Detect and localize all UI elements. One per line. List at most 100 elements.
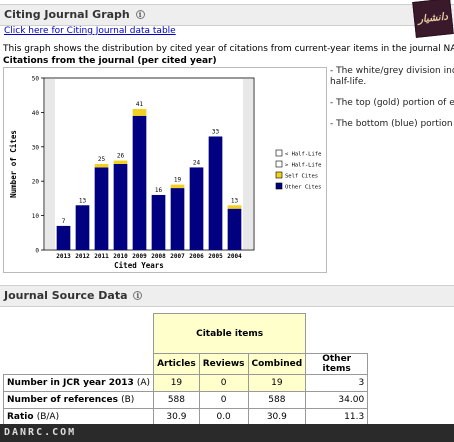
x-tick-label: 2013 <box>56 253 71 260</box>
cell: 0 <box>198 374 249 392</box>
legend-swatch <box>275 160 283 168</box>
bar-other-cites <box>151 194 166 250</box>
side-note-3: - The bottom (blue) portion of <box>330 119 454 129</box>
cell: 19 <box>247 374 307 392</box>
bar-value-label: 41 <box>136 101 144 108</box>
row-label: Number in JCR year 2013 (A) <box>2 374 155 392</box>
y-tick-label: 20 <box>32 179 40 186</box>
bar-value-label: 26 <box>117 153 125 160</box>
x-tick-label: 2004 <box>227 253 242 260</box>
legend-label: < Half-Life <box>285 152 321 158</box>
legend-swatch <box>275 149 283 157</box>
table-row: Number of references (B) 588 0 588 34.00 <box>2 391 369 409</box>
legend-swatch <box>275 171 283 179</box>
half-life-left-band <box>45 79 55 249</box>
y-tick-label: 40 <box>32 110 40 117</box>
bar-self-cites <box>113 160 128 164</box>
bar-other-cites <box>56 225 71 250</box>
table-corner <box>4 314 154 354</box>
data-table-link-wrap: Click here for Citing Journal data table <box>4 26 176 36</box>
info-icon[interactable]: i <box>133 291 143 300</box>
bar-other-cites <box>227 208 242 250</box>
bar-self-cites <box>132 108 147 116</box>
citing-graph-header: Citing Journal Graph i <box>0 4 454 26</box>
cell: 30.9 <box>247 408 307 426</box>
side-notes: - The white/grey division indic half-lif… <box>330 66 454 140</box>
table-group-row: Citable items <box>4 313 368 354</box>
y-axis-label: Number of Cites <box>9 130 18 198</box>
y-tick-label: 50 <box>32 76 40 83</box>
source-data-title: Journal Source Data <box>4 289 128 302</box>
side-note-1b: half-life. <box>330 77 367 87</box>
bar-other-cites <box>75 205 90 250</box>
bar-value-label: 19 <box>174 177 182 184</box>
cell: 30.9 <box>153 408 200 426</box>
chart-heading: Citations from the journal (per cited ye… <box>3 56 217 66</box>
footer-watermark: DANRC.COM <box>4 427 77 438</box>
citable-items-header: Citable items <box>153 313 307 354</box>
y-tick-label: 30 <box>32 144 40 151</box>
col-other-items: Other items <box>305 353 369 375</box>
x-tick-label: 2011 <box>94 253 109 260</box>
cell: 11.3 <box>305 408 369 426</box>
logo-text: دانشیار <box>417 10 449 26</box>
bar-other-cites <box>94 167 109 250</box>
plot-area <box>43 77 255 251</box>
citing-data-table-link[interactable]: Click here for Citing Journal data table <box>4 26 176 36</box>
bar-value-label: 16 <box>155 187 163 194</box>
legend-label: Other Cites <box>285 185 321 191</box>
footer-bar: DANRC.COM <box>0 424 454 442</box>
x-tick-label: 2008 <box>151 253 166 260</box>
chart-frame: 0 10 20 30 40 50 Number of Cites Cited Years 7 2… <box>3 67 327 273</box>
cell: 3 <box>305 374 369 392</box>
bar-other-cites <box>170 188 185 250</box>
legend-swatch <box>275 182 283 190</box>
y-tick-label: 0 <box>35 248 39 255</box>
info-icon[interactable]: i <box>135 10 145 19</box>
x-tick-label: 2009 <box>132 253 147 260</box>
col-combined: Combined <box>247 353 307 375</box>
table-corner-2 <box>4 354 154 375</box>
x-tick-label: 2007 <box>170 253 185 260</box>
bar-self-cites <box>227 205 242 209</box>
col-reviews: Reviews <box>198 353 249 375</box>
graph-description: This graph shows the distribution by cit… <box>3 44 454 54</box>
x-axis-label: Cited Years <box>114 261 164 270</box>
legend-label: Self Cites <box>285 174 318 180</box>
y-tick-label: 10 <box>32 213 40 220</box>
table-blank <box>305 313 368 354</box>
side-note-1: - The white/grey division indic <box>330 66 454 76</box>
bar-other-cites <box>189 167 204 250</box>
row-label: Ratio (B/A) <box>2 408 155 426</box>
table-row: Number in JCR year 2013 (A) 19 0 19 3 <box>2 374 369 392</box>
cell: 19 <box>153 374 200 392</box>
side-note-2: - The top (gold) portion of eac <box>330 98 454 108</box>
table-row: Ratio (B/A) 30.9 0.0 30.9 11.3 <box>2 408 369 426</box>
bar-value-label: 25 <box>98 156 106 163</box>
bar-value-label: 13 <box>231 197 239 204</box>
cell: 588 <box>247 391 307 409</box>
col-articles: Articles <box>153 353 200 375</box>
legend-label: > Half-Life <box>285 163 321 169</box>
cell: 0 <box>198 391 249 409</box>
bar-value-label: 7 <box>62 218 66 225</box>
row-label: Number of references (B) <box>2 391 155 409</box>
cell: 34.00 <box>305 391 369 409</box>
bar-value-label: 33 <box>212 128 220 135</box>
source-data-header: Journal Source Data i <box>0 285 454 307</box>
cell: 588 <box>153 391 200 409</box>
bar-self-cites <box>94 164 109 168</box>
bar-other-cites <box>132 115 147 250</box>
bar-other-cites <box>208 136 223 250</box>
bar-value-label: 24 <box>193 159 201 166</box>
x-tick-label: 2010 <box>113 253 128 260</box>
citations-bar-chart: 0 10 20 30 40 50 Number of Cites Cited Years 7 2… <box>4 68 326 272</box>
bar-self-cites <box>170 184 185 189</box>
citing-graph-title: Citing Journal Graph <box>4 8 130 21</box>
x-tick-label: 2005 <box>208 253 223 260</box>
cell: 0.0 <box>198 408 249 426</box>
bar-other-cites <box>113 164 128 250</box>
half-life-right-band <box>243 79 253 249</box>
site-logo: دانشیار <box>412 0 454 38</box>
x-tick-label: 2006 <box>189 253 204 260</box>
